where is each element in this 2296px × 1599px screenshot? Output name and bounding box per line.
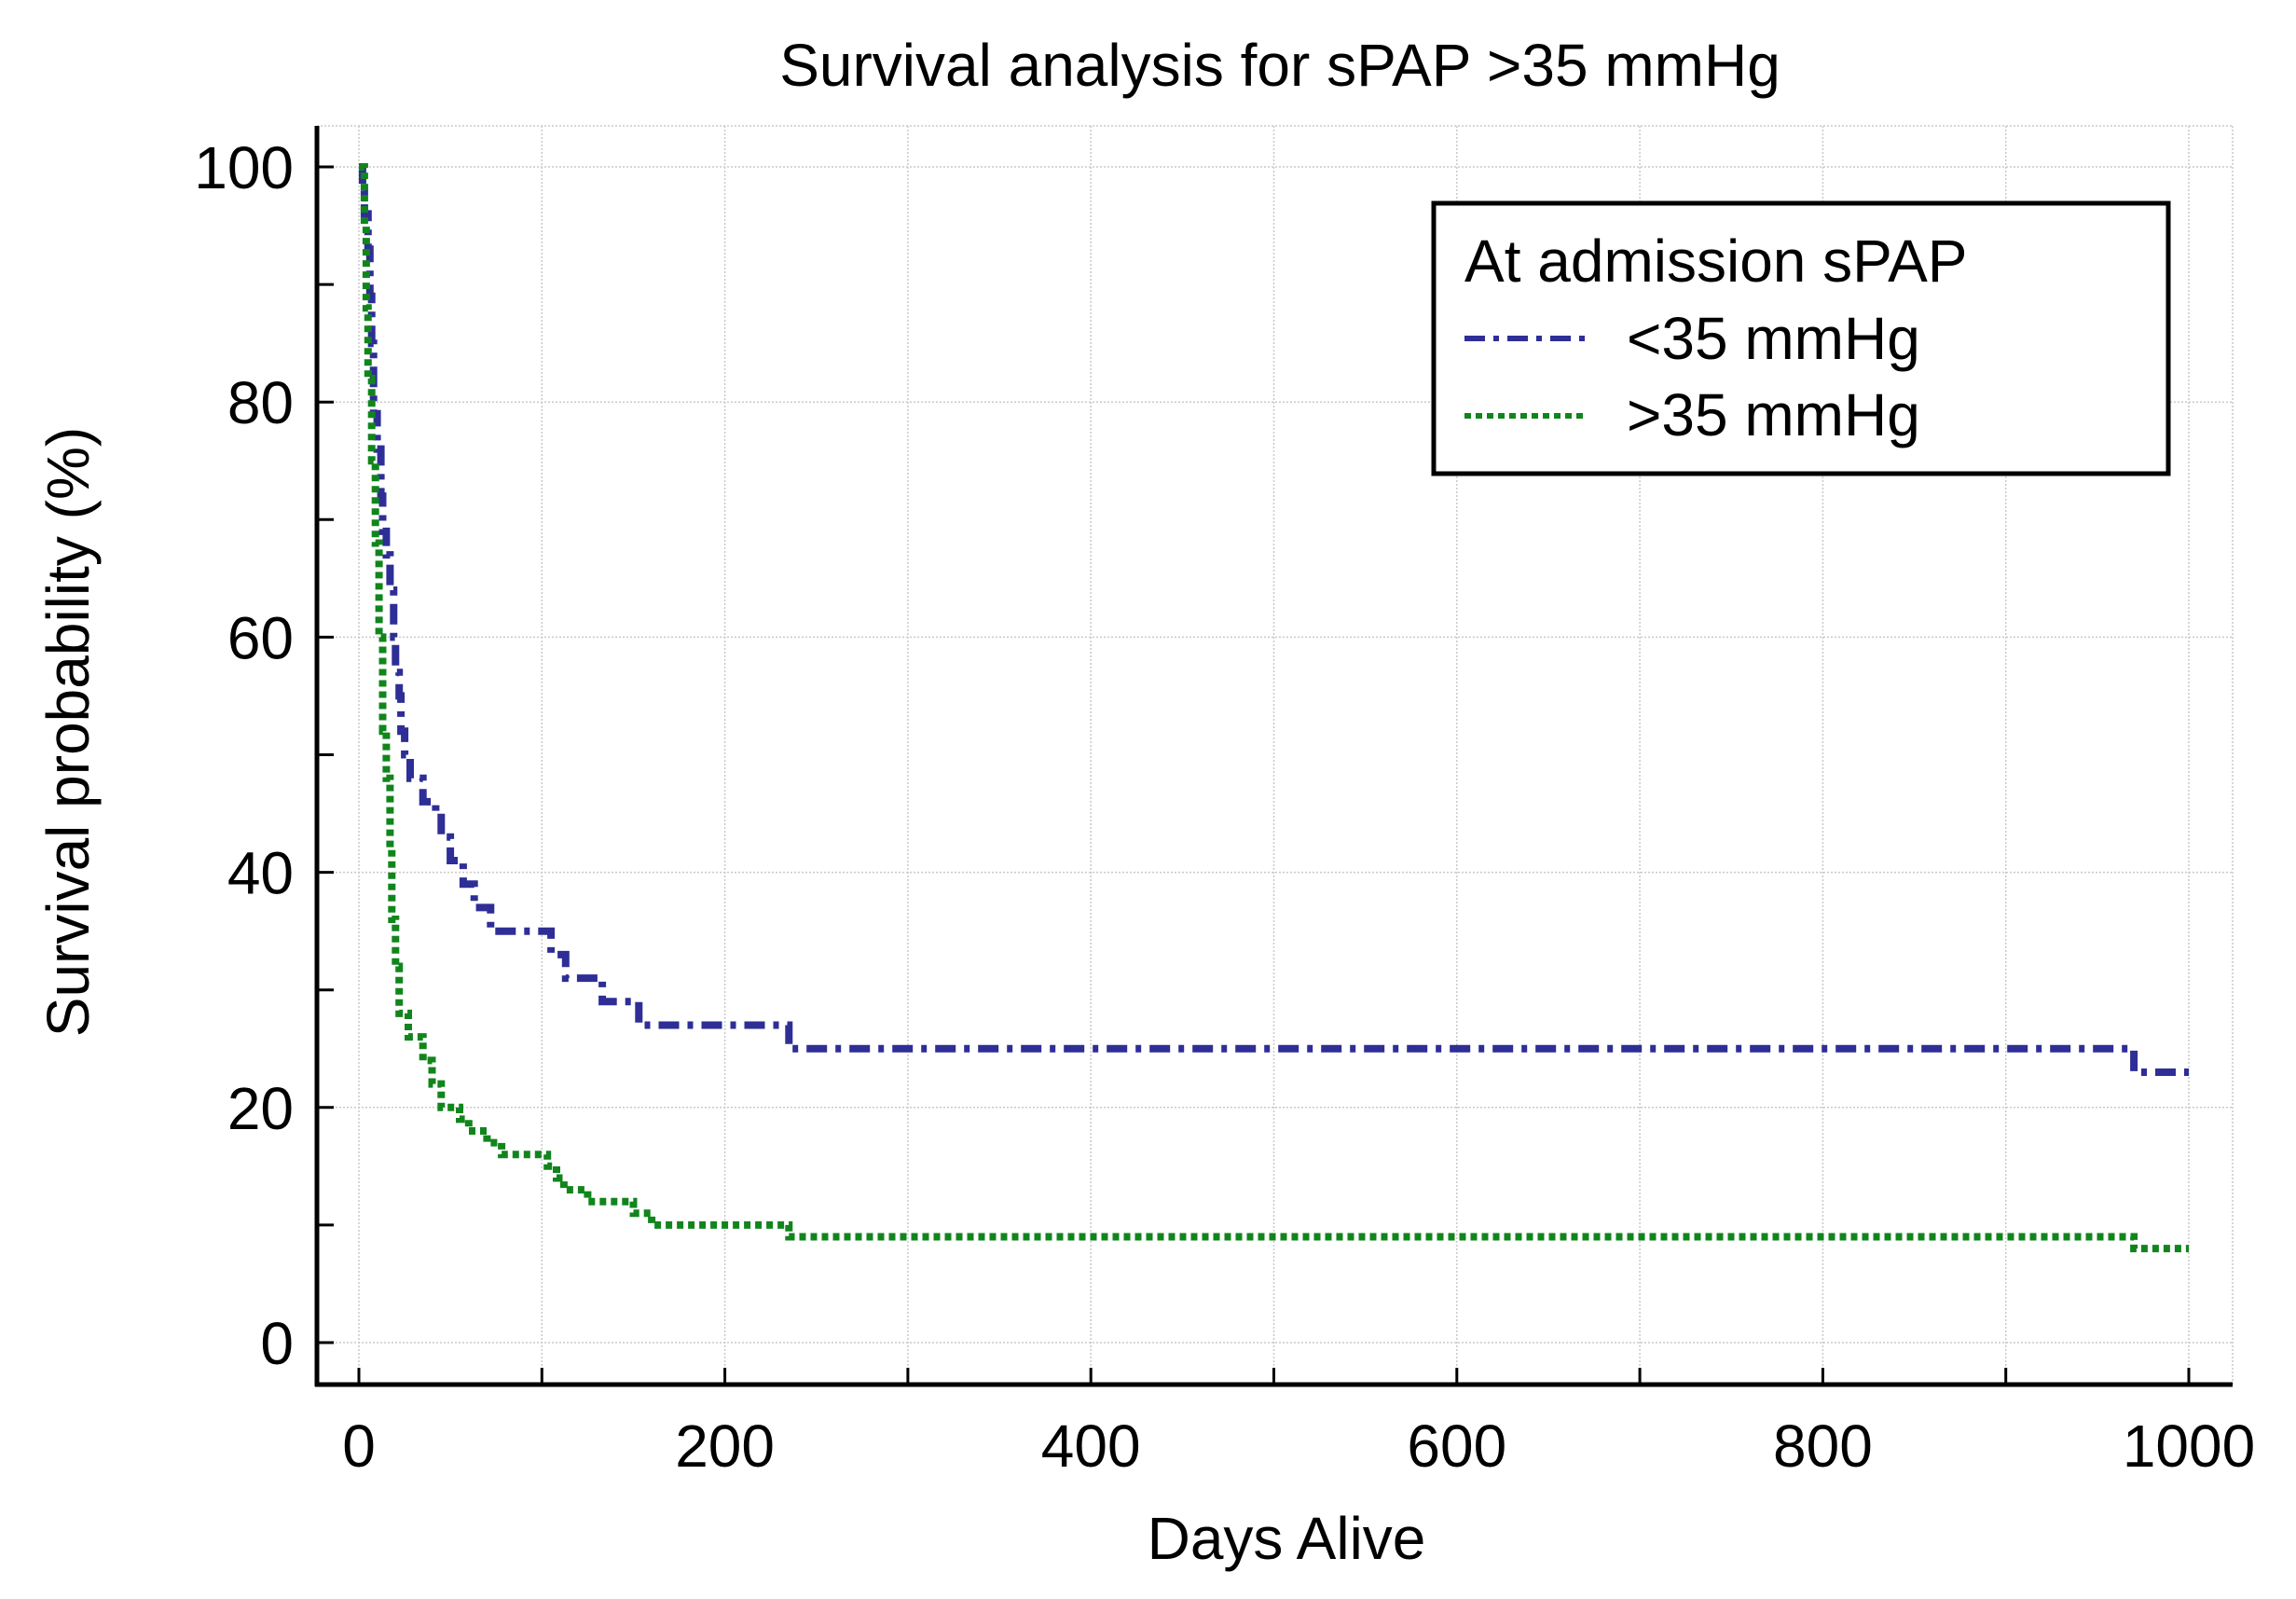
y-axis-label: Survival probability (%) <box>34 427 102 1037</box>
chart-title: Survival analysis for sPAP >35 mmHg <box>779 32 1780 99</box>
y-tick-labels: 0 20 40 60 80 100 <box>194 134 294 1377</box>
x-tick-labels: 0 200 400 600 800 1000 <box>342 1413 2255 1480</box>
legend-label-above-35: >35 mmHg <box>1627 381 1920 448</box>
x-tick-label: 1000 <box>2123 1413 2255 1480</box>
y-tick-label: 0 <box>260 1310 294 1377</box>
series-line-above-35 <box>359 163 2189 1253</box>
tick-marks <box>317 165 2191 1385</box>
legend-title: At admission sPAP <box>1464 227 1967 295</box>
x-tick-label: 200 <box>675 1413 775 1480</box>
x-axis-label: Days Alive <box>1148 1505 1426 1572</box>
legend: At admission sPAP <35 mmHg >35 mmHg <box>1431 200 2171 476</box>
x-tick-label: 0 <box>342 1413 376 1480</box>
y-tick-label: 40 <box>227 840 294 907</box>
legend-label-below-35: <35 mmHg <box>1627 305 1920 372</box>
y-tick-label: 80 <box>227 369 294 436</box>
series-line-below-35 <box>358 163 2189 1076</box>
x-tick-label: 600 <box>1407 1413 1506 1480</box>
x-tick-label: 400 <box>1041 1413 1141 1480</box>
y-tick-label: 20 <box>227 1075 294 1142</box>
series-group <box>358 163 2189 1253</box>
y-tick-label: 60 <box>227 604 294 671</box>
y-tick-label: 100 <box>194 134 294 201</box>
x-tick-label: 800 <box>1773 1413 1873 1480</box>
